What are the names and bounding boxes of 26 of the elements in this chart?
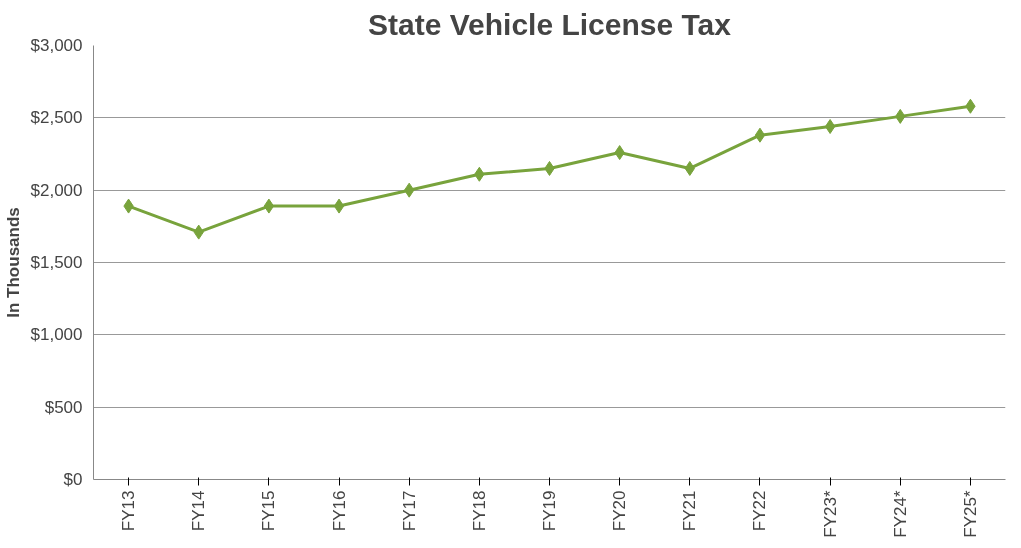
y-tick-label: $2,500 xyxy=(30,108,83,128)
y-tick-label: $3,000 xyxy=(30,36,83,55)
chart-title: State Vehicle License Tax xyxy=(368,7,732,41)
y-tick-label: $1,500 xyxy=(30,253,83,272)
y-axis-title: In Thousands xyxy=(3,207,23,318)
x-tick-label: FY16 xyxy=(329,490,349,532)
x-tick-label: FY19 xyxy=(540,490,559,532)
point xyxy=(263,198,275,214)
y-tick-label: $1,000 xyxy=(30,325,83,345)
x-tick-label: FY15 xyxy=(259,490,279,532)
x-tick-label: FY21 xyxy=(680,490,700,532)
y-tick-label: $500 xyxy=(44,397,83,417)
y-tick-label: $2,000 xyxy=(30,180,83,200)
x-tick-label: FY18 xyxy=(469,490,489,532)
x-tick-label: FY13 xyxy=(119,490,139,532)
point xyxy=(824,119,836,135)
x-tick-label: FY24* xyxy=(890,490,910,538)
x-tick-label: FY17 xyxy=(399,490,419,532)
point xyxy=(754,127,766,143)
x-tick-label: FY23* xyxy=(820,490,840,538)
point xyxy=(333,198,345,214)
y-tick-label: $0 xyxy=(63,470,83,489)
x-tick-label: FY14 xyxy=(189,490,209,532)
x-tick-label: FY25* xyxy=(960,490,980,538)
x-tick-label: FY20 xyxy=(610,490,630,532)
x-tick-label: FY22 xyxy=(750,490,770,532)
